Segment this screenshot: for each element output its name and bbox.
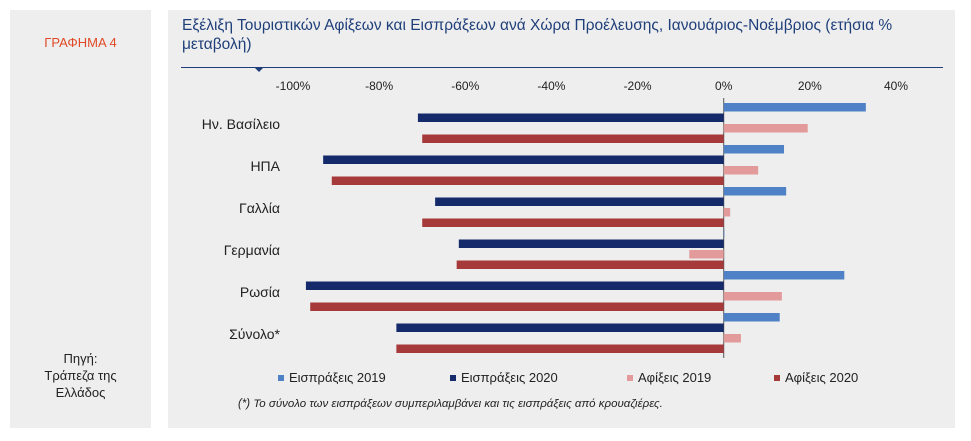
category-label: ΗΠΑ xyxy=(250,158,280,174)
bar-Ρωσία-Εισπράξεις 2019 xyxy=(723,271,845,280)
legend-swatch xyxy=(278,375,284,381)
legend-swatch xyxy=(774,375,780,381)
left-panel: ΓΡΑΦΗΜΑ 4 Πηγή: Τράπεζα της Ελλάδος xyxy=(10,10,151,428)
chart-panel: Εξέλιξη Τουριστικών Αφίξεων και Εισπράξε… xyxy=(168,10,955,428)
bar-Ην. Βασίλειο-Αφίξεις 2019 xyxy=(723,124,808,133)
category-label: Ρωσία xyxy=(240,284,280,300)
category-label: Σύνολο* xyxy=(229,326,280,342)
bar-Ην. Βασίλειο-Εισπράξεις 2020 xyxy=(417,113,724,122)
bar-Γαλλία-Αφίξεις 2020 xyxy=(422,218,724,227)
bar-chart: -100% -80% -60% -40% -20% 0% 20% 40% Ην. Βασίλει… xyxy=(202,79,909,385)
source-note: Πηγή: Τράπεζα της Ελλάδος xyxy=(10,350,151,401)
bar-ΗΠΑ-Αφίξεις 2020 xyxy=(331,176,724,185)
legend-label: Αφίξεις 2020 xyxy=(785,370,858,385)
bar-Γερμανία-Αφίξεις 2020 xyxy=(456,260,724,269)
x-tick-label: -60% xyxy=(451,79,479,93)
legend-label: Αφίξεις 2019 xyxy=(638,370,711,385)
x-tick-label: -80% xyxy=(365,79,393,93)
x-tick-label: 0% xyxy=(715,79,733,93)
x-tick-label: -20% xyxy=(624,79,652,93)
category-label: Γερμανία xyxy=(224,242,280,258)
bar-Ην. Βασίλειο-Αφίξεις 2020 xyxy=(422,134,724,143)
bar-ΗΠΑ-Εισπράξεις 2020 xyxy=(323,155,724,164)
bar-Σύνολο*-Αφίξεις 2020 xyxy=(396,344,724,353)
source-line-2: Ελλάδος xyxy=(55,385,106,400)
source-heading: Πηγή: xyxy=(63,351,98,366)
bar-Ρωσία-Αφίξεις 2020 xyxy=(310,302,724,311)
footnote: (*) Το σύνολο των εισπράξεων συμπεριλαμβ… xyxy=(238,398,663,410)
source-line-1: Τράπεζα της xyxy=(44,368,117,383)
title-divider-marker xyxy=(255,68,263,72)
bar-Σύνολο*-Αφίξεις 2019 xyxy=(723,334,741,343)
x-tick-label: 40% xyxy=(884,79,908,93)
category-label: Γαλλία xyxy=(239,200,280,216)
x-tick-label: -40% xyxy=(537,79,565,93)
legend-label: Εισπράξεις 2020 xyxy=(461,370,558,385)
bar-Ην. Βασίλειο-Εισπράξεις 2019 xyxy=(723,103,866,112)
bar-Γερμανία-Εισπράξεις 2019 xyxy=(723,229,725,238)
legend-label: Εισπράξεις 2019 xyxy=(289,370,386,385)
bar-Ρωσία-Εισπράξεις 2020 xyxy=(305,281,724,290)
bar-Γαλλία-Εισπράξεις 2019 xyxy=(723,187,787,196)
chart-title: Εξέλιξη Τουριστικών Αφίξεων και Εισπράξε… xyxy=(182,17,893,53)
bar-Σύνολο*-Εισπράξεις 2020 xyxy=(396,323,724,332)
bar-Σύνολο*-Εισπράξεις 2019 xyxy=(723,313,780,322)
bar-Γερμανία-Εισπράξεις 2020 xyxy=(458,239,724,248)
figure-label: ΓΡΑΦΗΜΑ 4 xyxy=(44,35,117,50)
legend-swatch xyxy=(450,375,456,381)
title-divider xyxy=(181,67,943,68)
category-label: Ην. Βασίλειο xyxy=(202,116,280,132)
bar-Γαλλία-Εισπράξεις 2020 xyxy=(435,197,724,206)
bar-ΗΠΑ-Εισπράξεις 2019 xyxy=(723,145,785,154)
x-tick-label: -100% xyxy=(276,79,311,93)
bar-Γερμανία-Αφίξεις 2019 xyxy=(689,250,724,259)
bar-Γαλλία-Αφίξεις 2019 xyxy=(723,208,731,217)
bar-Ρωσία-Αφίξεις 2019 xyxy=(723,292,782,301)
x-tick-label: 20% xyxy=(798,79,822,93)
legend-swatch xyxy=(627,375,633,381)
bar-ΗΠΑ-Αφίξεις 2019 xyxy=(723,166,759,175)
